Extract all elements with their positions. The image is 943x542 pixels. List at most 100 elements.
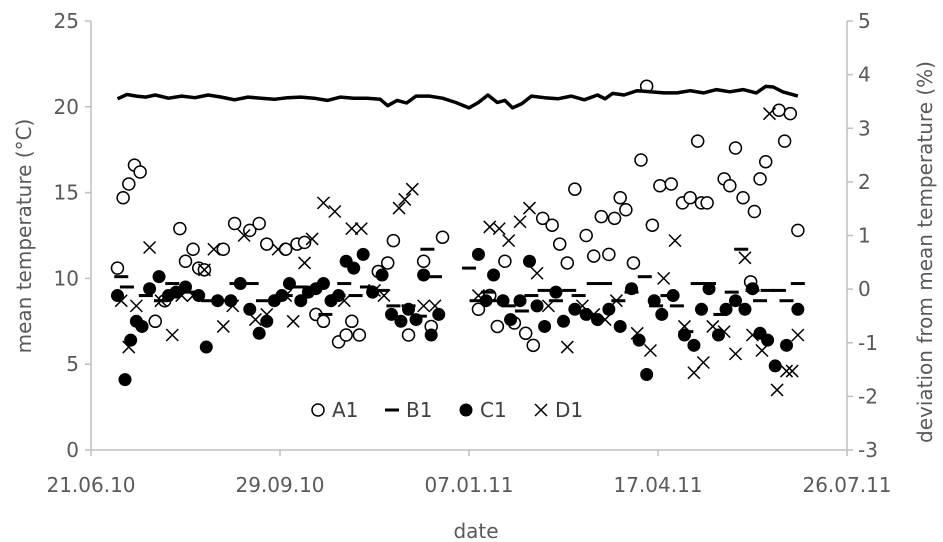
point-c1 bbox=[124, 333, 138, 347]
x-tick-label: 26.07.11 bbox=[802, 473, 891, 497]
point-c1 bbox=[557, 314, 570, 328]
point-d1 bbox=[668, 234, 682, 248]
point-a1 bbox=[526, 338, 541, 353]
point-a1 bbox=[116, 190, 130, 205]
y-left-tick-label: 10 bbox=[54, 266, 79, 290]
point-c1 bbox=[224, 294, 238, 308]
deviation-line bbox=[116, 84, 799, 110]
point-c1 bbox=[711, 328, 725, 342]
point-a1 bbox=[345, 314, 359, 329]
point-c1 bbox=[409, 313, 423, 327]
point-d1 bbox=[260, 307, 274, 321]
point-c1 bbox=[385, 307, 399, 321]
point-a1 bbox=[110, 261, 125, 275]
point-a1 bbox=[178, 254, 193, 268]
point-a1 bbox=[634, 153, 648, 167]
y-left-tick-label: 0 bbox=[66, 438, 79, 462]
point-d1 bbox=[207, 242, 221, 256]
y-left-tick-label: 15 bbox=[54, 181, 79, 205]
point-a1 bbox=[173, 221, 187, 236]
y-right-tick-label: -1 bbox=[858, 331, 878, 355]
point-c1 bbox=[135, 319, 149, 333]
point-d1 bbox=[165, 328, 179, 342]
point-d1 bbox=[560, 340, 574, 354]
x-tick-label: 21.06.10 bbox=[46, 473, 135, 497]
point-c1 bbox=[347, 261, 361, 275]
point-d1 bbox=[502, 234, 516, 248]
x-tick-label: 17.04.11 bbox=[613, 473, 702, 497]
point-c1 bbox=[260, 314, 274, 328]
point-d1 bbox=[226, 299, 240, 313]
legend-label-d1: D1 bbox=[555, 398, 583, 422]
point-a1 bbox=[568, 182, 582, 196]
point-a1 bbox=[753, 172, 767, 186]
point-c1 bbox=[487, 268, 501, 282]
point-c1 bbox=[613, 319, 627, 333]
point-d1 bbox=[237, 228, 251, 243]
series-c1 bbox=[110, 247, 805, 387]
point-d1 bbox=[367, 283, 382, 297]
point-c1 bbox=[761, 333, 775, 347]
point-d1 bbox=[785, 364, 799, 378]
point-d1 bbox=[522, 201, 537, 215]
point-d1 bbox=[417, 299, 431, 313]
point-c1 bbox=[568, 302, 582, 316]
point-d1 bbox=[175, 289, 189, 303]
point-c1 bbox=[243, 302, 257, 316]
point-d1 bbox=[216, 319, 230, 333]
point-c1 bbox=[356, 247, 370, 261]
point-c1 bbox=[152, 270, 166, 284]
point-a1 bbox=[545, 218, 559, 232]
point-d1 bbox=[643, 343, 657, 358]
point-a1 bbox=[690, 134, 705, 148]
point-d1 bbox=[305, 232, 319, 246]
point-a1 bbox=[594, 209, 609, 224]
legend: A1 B1 C1 D1 bbox=[300, 393, 596, 427]
y-right-tick-label: 1 bbox=[858, 224, 871, 248]
point-d1 bbox=[717, 325, 731, 339]
series-d1 bbox=[114, 107, 805, 397]
point-a1 bbox=[339, 328, 353, 342]
point-c1 bbox=[143, 282, 157, 296]
point-a1 bbox=[626, 256, 641, 270]
point-a1 bbox=[619, 203, 633, 217]
point-a1 bbox=[579, 228, 593, 243]
point-a1 bbox=[653, 178, 667, 193]
point-a1 bbox=[352, 328, 367, 342]
y-right-tick-label: -2 bbox=[858, 384, 878, 408]
axes bbox=[85, 20, 853, 456]
y-right-tick-label: 5 bbox=[858, 9, 871, 33]
point-c1 bbox=[632, 333, 646, 347]
point-c1 bbox=[728, 294, 742, 308]
point-d1 bbox=[745, 328, 760, 342]
point-a1 bbox=[645, 218, 660, 232]
point-c1 bbox=[110, 289, 124, 303]
point-a1 bbox=[435, 230, 450, 244]
point-d1 bbox=[197, 263, 211, 277]
point-a1 bbox=[518, 326, 533, 341]
point-c1 bbox=[791, 302, 805, 316]
point-d1 bbox=[770, 383, 784, 397]
point-d1 bbox=[377, 289, 391, 303]
point-c1 bbox=[625, 282, 639, 296]
point-a1 bbox=[777, 134, 792, 148]
legend-label-c1: C1 bbox=[480, 398, 507, 422]
point-c1 bbox=[666, 289, 680, 303]
y-right-tick-label: 3 bbox=[858, 116, 871, 140]
x-tick-label: 07.01.11 bbox=[424, 473, 513, 497]
point-c1 bbox=[719, 302, 733, 316]
point-c1 bbox=[394, 314, 408, 328]
point-d1 bbox=[738, 251, 752, 265]
point-d1 bbox=[279, 289, 293, 303]
point-a1 bbox=[613, 190, 627, 205]
point-d1 bbox=[541, 299, 555, 313]
point-d1 bbox=[328, 204, 342, 219]
point-c1 bbox=[677, 328, 691, 342]
data-marks bbox=[110, 79, 805, 397]
point-a1 bbox=[772, 103, 786, 117]
point-a1 bbox=[758, 154, 773, 169]
point-c1 bbox=[282, 277, 296, 291]
point-d1 bbox=[298, 256, 312, 270]
point-d1 bbox=[492, 222, 506, 236]
point-c1 bbox=[118, 373, 132, 387]
